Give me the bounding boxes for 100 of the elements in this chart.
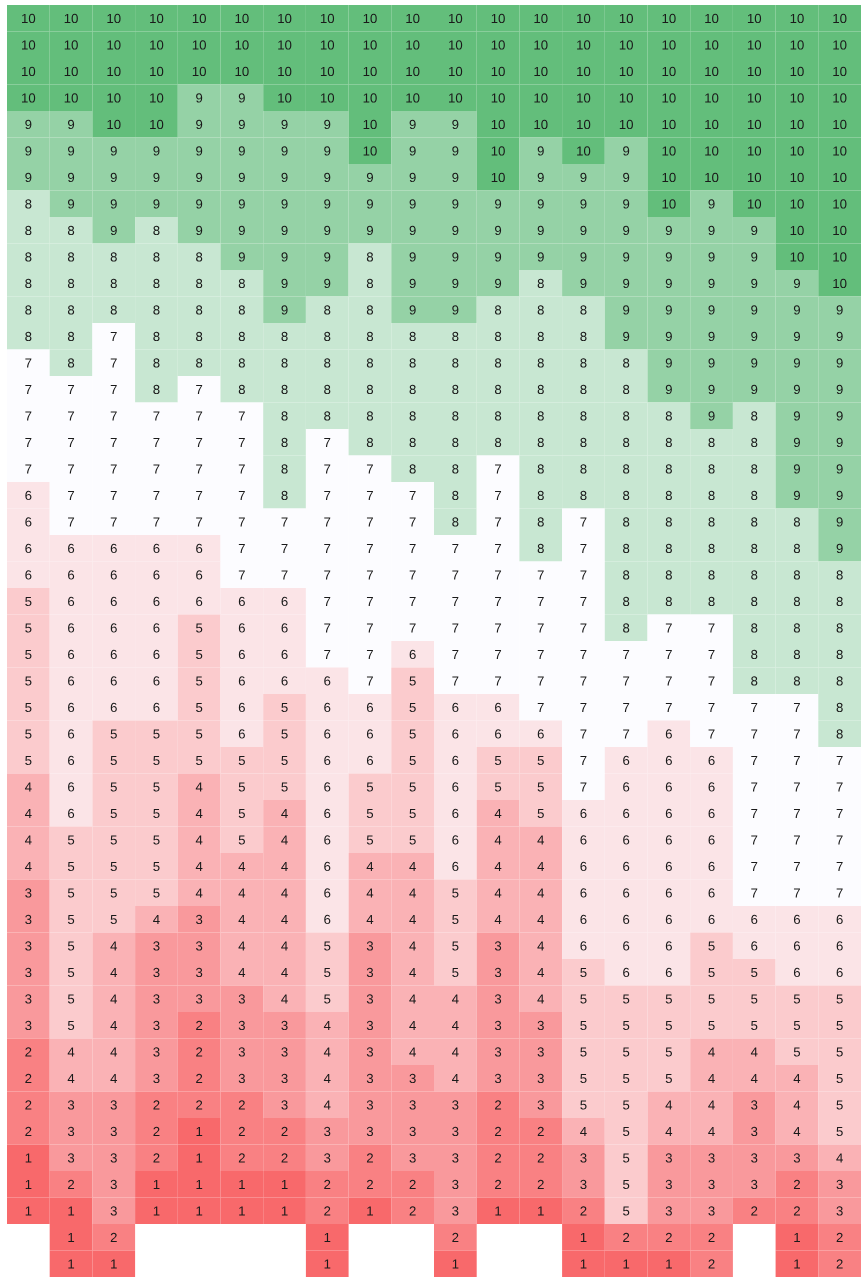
data-label: 6: [238, 676, 245, 686]
data-label: 6: [68, 543, 75, 554]
data-label: 5: [623, 1020, 630, 1031]
data-label: 2: [68, 1179, 75, 1189]
data-label: 8: [751, 517, 758, 527]
data-label: 10: [833, 225, 847, 236]
data-label: 5: [67, 914, 75, 925]
data-label: 2: [110, 1232, 117, 1242]
data-label: 8: [409, 437, 416, 448]
data-label: 7: [708, 623, 715, 633]
data-label: 3: [366, 1020, 374, 1031]
data-label: 6: [793, 967, 801, 978]
data-label: 2: [495, 1179, 502, 1189]
data-label: 8: [580, 358, 587, 368]
data-label: 6: [708, 914, 715, 925]
data-label: 10: [491, 66, 505, 77]
data-label: 10: [320, 13, 335, 24]
data-label: 5: [708, 994, 715, 1004]
data-label: 8: [196, 358, 203, 368]
data-label: 3: [281, 1100, 288, 1110]
data-label: 3: [751, 1126, 758, 1137]
data-label: 3: [494, 967, 502, 978]
data-label: 5: [110, 914, 117, 925]
data-label: 5: [623, 1179, 630, 1190]
data-label: 9: [751, 384, 758, 395]
data-label: 8: [196, 278, 203, 289]
data-label: 5: [196, 702, 203, 713]
data-label: 5: [67, 835, 75, 845]
data-label: 10: [747, 146, 762, 156]
data-label: 7: [25, 464, 32, 474]
data-label: 9: [409, 252, 416, 262]
data-label: 10: [406, 13, 420, 24]
data-label: 9: [665, 384, 672, 395]
data-label: 3: [281, 1073, 288, 1084]
data-label: 9: [665, 278, 672, 289]
data-label: 6: [110, 623, 117, 633]
data-label: 7: [580, 596, 587, 606]
data-label: 8: [366, 411, 374, 421]
data-label: 9: [452, 146, 459, 156]
data-label: 9: [537, 199, 544, 209]
data-label: 8: [751, 543, 758, 554]
data-label: 9: [836, 305, 843, 315]
data-label: 9: [110, 172, 117, 183]
data-label: 9: [708, 305, 715, 315]
data-label: 3: [366, 1100, 374, 1110]
data-label: 10: [705, 13, 719, 24]
data-label: 10: [619, 40, 633, 50]
data-label: 9: [324, 199, 331, 209]
data-label: 2: [409, 1179, 416, 1189]
data-label: 7: [836, 782, 843, 792]
data-label: 9: [281, 252, 288, 262]
data-label: 7: [409, 623, 416, 633]
data-label: 8: [708, 490, 715, 501]
data-label: 10: [534, 119, 548, 130]
data-label: 9: [665, 252, 672, 262]
data-label: 8: [623, 464, 630, 474]
data-label: 10: [22, 93, 36, 103]
data-label: 10: [107, 93, 121, 103]
data-label: 4: [409, 941, 416, 951]
data-label: 8: [537, 384, 544, 395]
data-label: 10: [662, 119, 676, 130]
data-label: 9: [580, 172, 587, 183]
data-label: 7: [580, 782, 587, 792]
data-label: 7: [495, 543, 502, 553]
data-label: 8: [751, 649, 758, 660]
data-label: 10: [449, 40, 463, 50]
data-label: 1: [196, 1179, 203, 1189]
data-label: 3: [836, 1179, 843, 1190]
data-label: 6: [110, 676, 117, 686]
data-label: 7: [836, 808, 843, 818]
data-label: 7: [793, 888, 800, 898]
data-label: 9: [708, 199, 715, 209]
data-label: 4: [836, 1153, 843, 1163]
data-label: 10: [662, 172, 676, 183]
data-label: 1: [25, 1179, 32, 1189]
data-label: 9: [409, 225, 416, 236]
data-label: 5: [494, 755, 502, 766]
data-label: 10: [790, 119, 804, 130]
data-label: 5: [537, 755, 544, 766]
data-label: 3: [366, 1047, 374, 1057]
data-label: 4: [67, 1073, 75, 1083]
data-label: 4: [281, 835, 288, 845]
data-label: 7: [495, 596, 502, 606]
data-label: 7: [196, 437, 203, 447]
data-label: 1: [196, 1206, 203, 1216]
data-label: 7: [238, 570, 245, 580]
data-label: 10: [406, 66, 420, 77]
data-label: 10: [491, 119, 505, 130]
data-label: 7: [324, 490, 331, 500]
data-label: 3: [110, 1179, 117, 1190]
data-label: 9: [580, 225, 587, 236]
data-label: 8: [623, 517, 630, 527]
data-label: 9: [238, 252, 245, 262]
data-label: 1: [324, 1259, 331, 1269]
data-label: 5: [494, 782, 502, 792]
data-label: 10: [363, 40, 377, 50]
data-label: 9: [793, 278, 800, 289]
data-label: 7: [751, 888, 758, 898]
data-label: 10: [150, 66, 164, 77]
data-label: 9: [281, 225, 288, 236]
